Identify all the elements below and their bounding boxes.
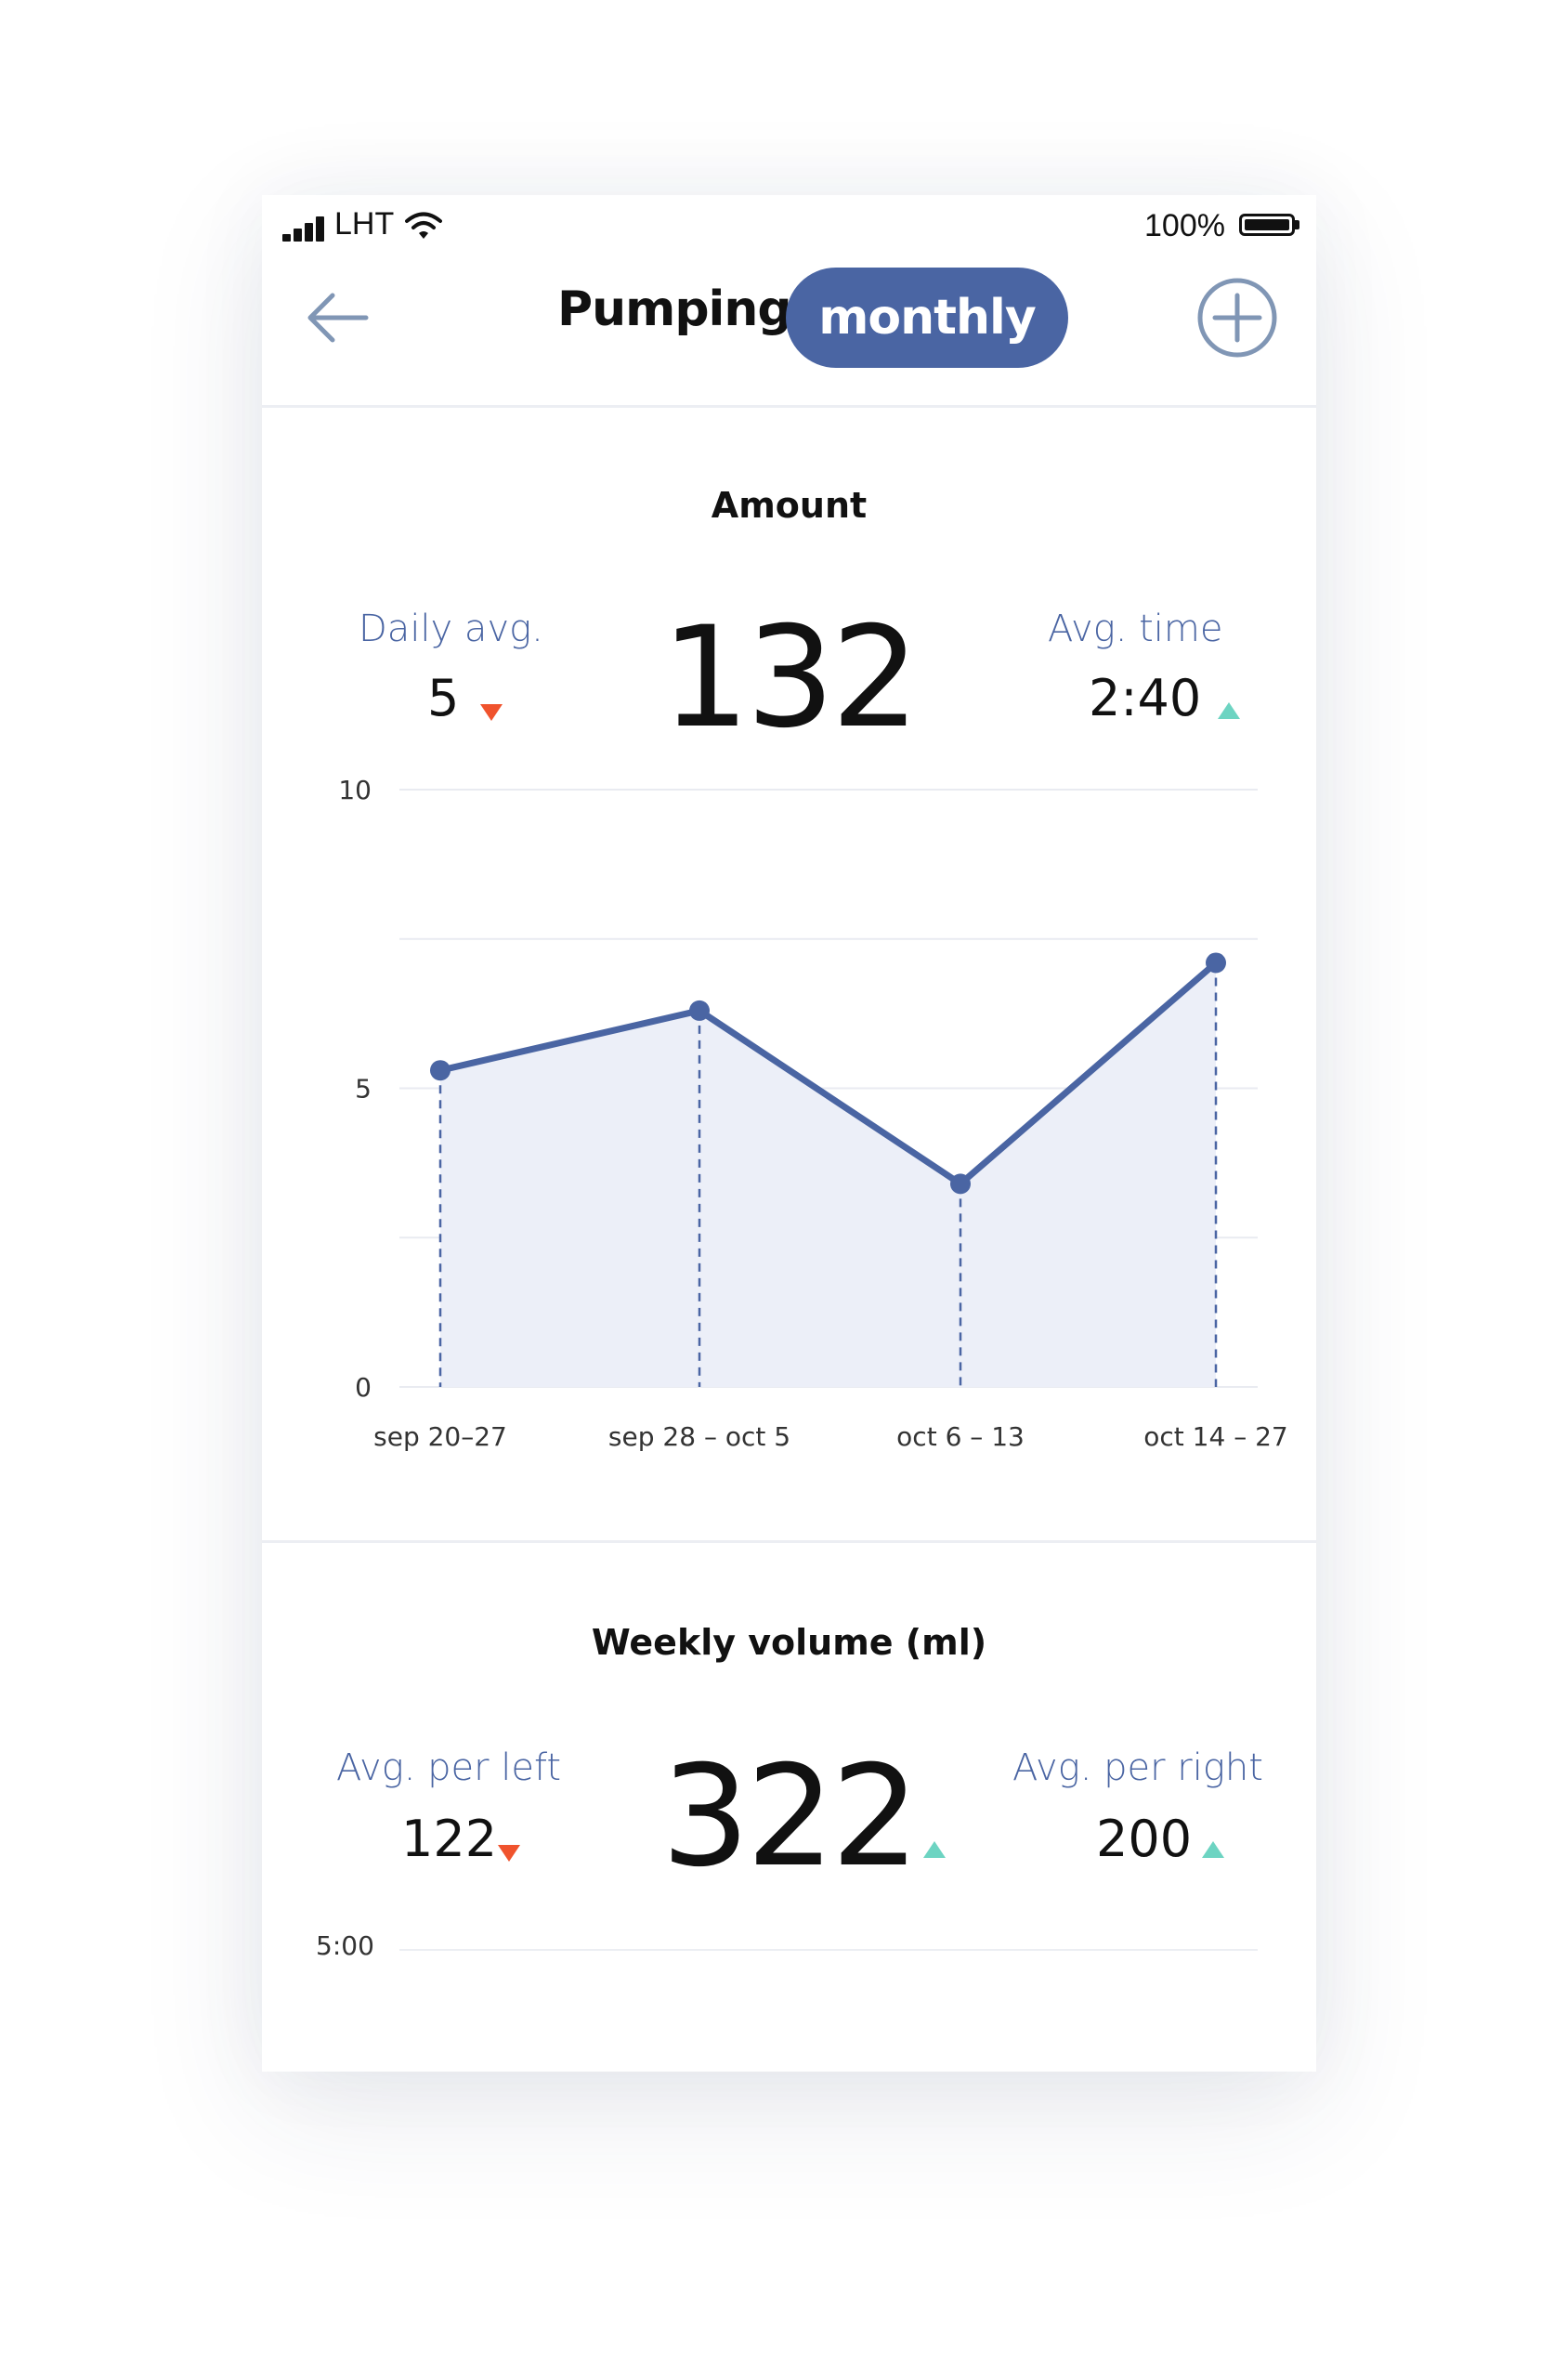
gridline bbox=[399, 1949, 1258, 1951]
daily-avg-label: Daily avg. bbox=[359, 608, 543, 650]
trend-down-icon bbox=[480, 704, 503, 721]
arrow-left-icon[interactable] bbox=[299, 281, 373, 355]
series-line bbox=[437, 959, 1220, 1187]
amount-section-title: Amount bbox=[711, 485, 868, 526]
weekly-volume-total: 322 bbox=[660, 1736, 920, 1898]
y-tick-label: 10 bbox=[338, 775, 372, 805]
battery-icon bbox=[1239, 214, 1295, 236]
trend-up-icon bbox=[1218, 702, 1240, 719]
x-tick-label: sep 28 – oct 5 bbox=[608, 1421, 790, 1452]
carrier-label: LHT bbox=[334, 206, 395, 242]
phone-screen: LHT 100% Pumping monthly Amount Daily av… bbox=[262, 195, 1316, 2072]
amount-line-chart: 0 5 10 sep 20–27 sep 28 – oct 5 oct 6 – 13 oct… bbox=[338, 775, 1287, 1452]
avg-time-label: Avg. time bbox=[1048, 608, 1223, 650]
data-point bbox=[1206, 952, 1226, 974]
series-area bbox=[440, 962, 1216, 1387]
data-point bbox=[430, 1060, 451, 1081]
battery-tip bbox=[1295, 220, 1299, 229]
x-tick-label: sep 20–27 bbox=[373, 1421, 507, 1452]
weekly-volume-title: Weekly volume (ml) bbox=[591, 1622, 987, 1663]
y-tick-label: 0 bbox=[355, 1372, 372, 1403]
plus-circle-icon[interactable] bbox=[1195, 275, 1280, 360]
trend-down-icon bbox=[498, 1845, 520, 1862]
period-toggle-monthly[interactable]: monthly bbox=[786, 268, 1068, 368]
header-divider bbox=[262, 405, 1316, 408]
avg-per-right-value: 200 bbox=[1096, 1810, 1193, 1868]
signal-icon bbox=[282, 216, 327, 242]
y-tick-label: 5 bbox=[355, 1074, 372, 1105]
amount-total-value: 132 bbox=[660, 597, 920, 759]
battery-percent: 100% bbox=[1144, 208, 1225, 243]
x-tick-label: oct 6 – 13 bbox=[896, 1421, 1025, 1452]
x-tick-label: oct 14 – 27 bbox=[1143, 1421, 1287, 1452]
daily-avg-value: 5 bbox=[427, 669, 460, 727]
data-point bbox=[950, 1173, 971, 1195]
data-point bbox=[689, 1000, 710, 1021]
avg-time-value: 2:40 bbox=[1089, 669, 1202, 727]
y-tick-label: 5:00 bbox=[316, 1930, 374, 1961]
avg-per-left-label: Avg. per left bbox=[336, 1746, 562, 1789]
avg-per-right-label: Avg. per right bbox=[1012, 1746, 1263, 1789]
wifi-icon bbox=[405, 212, 442, 239]
trend-up-icon bbox=[1202, 1841, 1224, 1858]
avg-per-left-value: 122 bbox=[401, 1810, 498, 1868]
trend-up-icon bbox=[923, 1841, 946, 1858]
page-title: Pumping bbox=[557, 281, 792, 337]
section-divider bbox=[262, 1540, 1316, 1543]
